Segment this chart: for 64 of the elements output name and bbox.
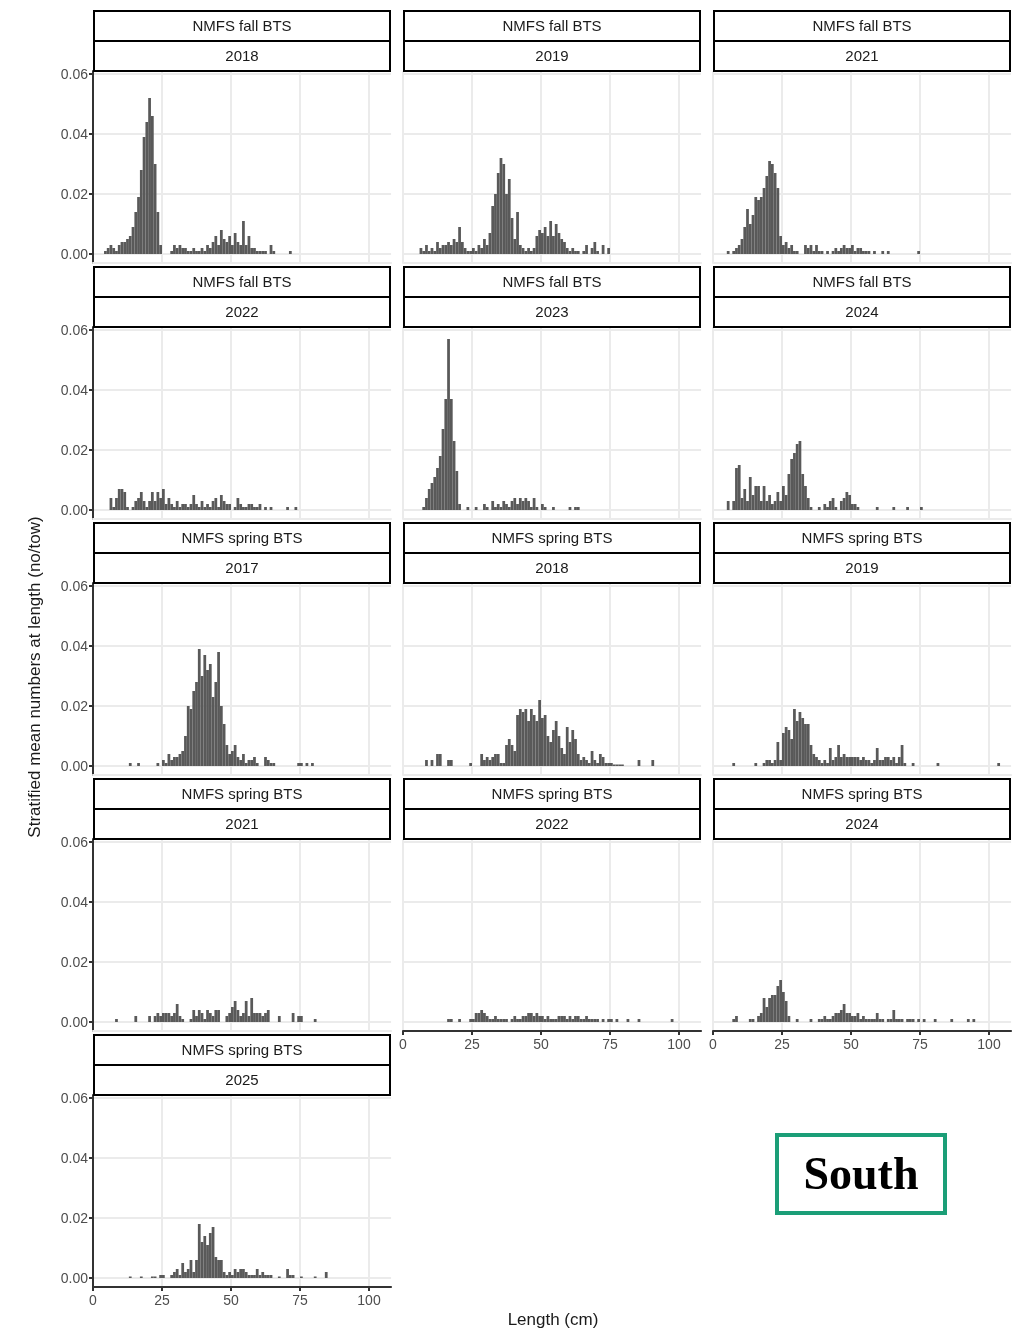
- chart-subtitle: 2021: [93, 808, 392, 840]
- y-tick-label: 0.06: [60, 322, 89, 338]
- chart-subtitle: 2024: [713, 296, 1012, 328]
- chart-subtitle: 2018: [403, 552, 702, 584]
- y-tick-label: 0.02: [60, 186, 89, 202]
- y-tick-label: 0.06: [60, 578, 89, 594]
- chart-title: NMFS spring BTS: [403, 778, 702, 810]
- chart-subtitle: 2025: [93, 1064, 392, 1096]
- chart-title: NMFS fall BTS: [93, 10, 392, 42]
- chart-subtitle: 2024: [713, 808, 1012, 840]
- chart-subtitle: 2022: [403, 808, 702, 840]
- y-axis-title: Stratified mean numbers at length (no/tow): [25, 516, 45, 838]
- y-tick-label: 0.00: [60, 1014, 89, 1030]
- y-tick-label: 0.02: [60, 1210, 89, 1226]
- text: South: [775, 1133, 947, 1215]
- y-tick-label: 0.00: [60, 246, 89, 262]
- chart-title: NMFS spring BTS: [93, 778, 392, 810]
- chart-title: NMFS spring BTS: [403, 522, 702, 554]
- x-tick-label: 75: [602, 1036, 618, 1052]
- y-tick-label: 0.04: [60, 126, 89, 142]
- chart-title: NMFS spring BTS: [713, 522, 1012, 554]
- y-tick-label: 0.02: [60, 954, 89, 970]
- x-tick-label: 25: [464, 1036, 480, 1052]
- y-tick-label: 0.02: [60, 442, 89, 458]
- x-tick-label: 75: [292, 1292, 308, 1308]
- x-tick-label: 0: [399, 1036, 408, 1052]
- x-axis-title: Length (cm): [507, 1310, 599, 1330]
- chart-title: NMFS spring BTS: [93, 522, 392, 554]
- chart-title: NMFS fall BTS: [403, 10, 702, 42]
- chart-title: NMFS fall BTS: [403, 266, 702, 298]
- y-tick-label: 0.04: [60, 894, 89, 910]
- y-tick-label: 0.06: [60, 66, 89, 82]
- chart-subtitle: 2019: [713, 552, 1012, 584]
- y-tick-label: 0.04: [60, 382, 89, 398]
- x-tick-label: 100: [667, 1036, 691, 1052]
- chart-title: NMFS spring BTS: [93, 1034, 392, 1066]
- x-tick-label: 25: [154, 1292, 170, 1308]
- chart-subtitle: 2018: [93, 40, 392, 72]
- y-tick-label: 0.00: [60, 1270, 89, 1286]
- x-tick-label: 50: [843, 1036, 859, 1052]
- chart-subtitle: 2022: [93, 296, 392, 328]
- x-tick-label: 50: [533, 1036, 549, 1052]
- x-tick-label: 25: [774, 1036, 790, 1052]
- x-tick-label: 50: [223, 1292, 239, 1308]
- chart-title: NMFS fall BTS: [713, 10, 1012, 42]
- x-tick-label: 100: [977, 1036, 1001, 1052]
- chart-subtitle: 2021: [713, 40, 1012, 72]
- chart-title: NMFS fall BTS: [713, 266, 1012, 298]
- chart-title: NMFS fall BTS: [93, 266, 392, 298]
- y-tick-label: 0.06: [60, 1090, 89, 1106]
- y-tick-label: 0.00: [60, 502, 89, 518]
- x-tick-label: 100: [357, 1292, 381, 1308]
- chart-subtitle: 2023: [403, 296, 702, 328]
- y-tick-label: 0.00: [60, 758, 89, 774]
- y-tick-label: 0.06: [60, 834, 89, 850]
- y-tick-label: 0.04: [60, 1150, 89, 1166]
- x-tick-label: 75: [912, 1036, 928, 1052]
- y-tick-label: 0.04: [60, 638, 89, 654]
- y-tick-label: 0.02: [60, 698, 89, 714]
- chart-subtitle: 2019: [403, 40, 702, 72]
- chart-title: NMFS spring BTS: [713, 778, 1012, 810]
- x-tick-label: 0: [709, 1036, 718, 1052]
- chart-subtitle: 2017: [93, 552, 392, 584]
- x-tick-label: 0: [89, 1292, 98, 1308]
